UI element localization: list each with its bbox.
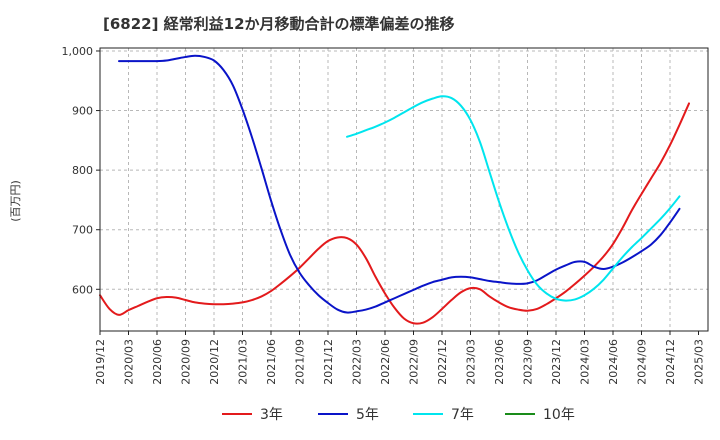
x-tick-label: 2020/06 (151, 339, 164, 385)
y-tick-label: 900 (72, 105, 93, 118)
series-lines (99, 54, 690, 325)
x-tick-label: 2023/12 (550, 339, 563, 385)
x-tick-label: 2021/03 (237, 339, 250, 385)
x-tick-label: 2023/06 (493, 339, 506, 385)
x-tick-label: 2023/03 (465, 339, 478, 385)
x-tick-label: 2024/09 (636, 339, 649, 385)
y-tick-label: 600 (72, 283, 93, 296)
legend-label: 3年 (260, 407, 283, 423)
series-line-1 (99, 102, 690, 325)
x-tick-label: 2024/12 (664, 339, 677, 385)
x-tick-label: 2022/12 (436, 339, 449, 385)
x-tick-label: 2025/03 (693, 339, 706, 385)
x-tick-label: 2020/03 (123, 339, 136, 385)
plot-frame (99, 47, 709, 332)
y-tick-label: 800 (72, 164, 93, 177)
x-tick-label: 2019/12 (94, 339, 107, 385)
y-tick-label: 1,000 (62, 45, 94, 58)
x-tick-label: 2021/09 (294, 339, 307, 385)
x-tick-label: 2020/09 (180, 339, 193, 385)
x-tick-label: 2022/06 (379, 339, 392, 385)
x-tick-label: 2022/03 (351, 339, 364, 385)
x-tick-label: 2023/09 (522, 339, 535, 385)
series-line-2 (118, 54, 681, 314)
x-tick-label: 2021/12 (322, 339, 335, 385)
x-tick-label: 2021/06 (265, 339, 278, 385)
legend: 3年 5年 7年 10年 (222, 407, 575, 423)
legend-label: 5年 (356, 407, 379, 423)
chart-title: [6822] 経常利益12か月移動合計の標準偏差の推移 (103, 15, 455, 33)
x-tick-label: 2020/12 (208, 339, 221, 385)
grid-lines (100, 48, 708, 331)
x-axis-ticks: 2019/12 2020/03 2020/06 2020/09 2020/12 2021/… (94, 331, 706, 385)
y-tick-label: 700 (72, 224, 93, 237)
x-tick-label: 2024/03 (579, 339, 592, 385)
y-axis-ticks: 600 700 800 900 1,000 (62, 45, 100, 296)
y-axis-label: (百万円) (9, 180, 22, 222)
legend-label: 10年 (543, 407, 575, 423)
x-tick-label: 2024/06 (607, 339, 620, 385)
x-tick-label: 2022/09 (408, 339, 421, 385)
series-line-3 (346, 95, 681, 302)
legend-label: 7年 (451, 407, 474, 423)
